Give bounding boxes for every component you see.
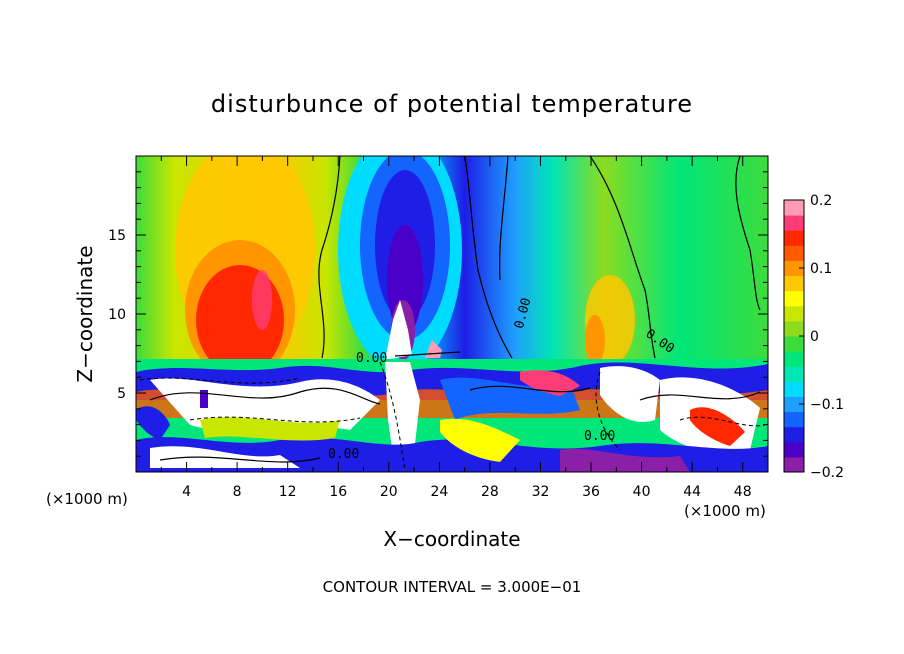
colorbar-swatch	[784, 381, 804, 397]
contour-label: 0.00	[328, 447, 359, 462]
colorbar-swatch	[784, 411, 804, 428]
x-tick-label: 16	[329, 484, 347, 500]
x-axis-label: X−coordinate	[383, 527, 520, 551]
contour-label: 0.00	[584, 429, 615, 444]
y-tick-label: 15	[108, 228, 126, 244]
colorbar-swatch	[784, 260, 804, 277]
colorbar: 0.2 0.1 0 −0.1 −0.2	[783, 193, 844, 481]
colorbar-swatch	[784, 336, 804, 352]
x-tick-label: 4	[182, 484, 191, 500]
x-tick-label: 48	[734, 484, 752, 500]
x-tick-label: 24	[430, 484, 448, 500]
colorbar-swatch	[784, 320, 804, 337]
colorbar-swatch	[784, 215, 804, 231]
y-tick-label: 5	[117, 386, 126, 402]
chart-title: disturbunce of potential temperature	[211, 90, 693, 118]
colorbar-swatch	[784, 456, 804, 473]
x-tick-label: 32	[532, 484, 550, 500]
colorbar-swatch	[784, 396, 804, 413]
colorbar-swatch	[784, 305, 804, 322]
colorbar-swatch	[784, 230, 804, 246]
heatmap-field	[136, 156, 768, 472]
x-tick-label: 20	[380, 484, 398, 500]
contour-interval-note: CONTOUR INTERVAL = 3.000E−01	[323, 578, 582, 596]
colorbar-swatch	[784, 290, 804, 307]
colorbar-swatch	[784, 366, 804, 382]
colorbar-swatch	[784, 351, 804, 367]
x-tick-label: 44	[683, 484, 701, 500]
colorbar-tick-label: −0.1	[810, 397, 844, 413]
x-unit-right: (×1000 m)	[684, 502, 766, 520]
colorbar-swatch	[784, 426, 804, 443]
x-tick-label: 8	[233, 484, 242, 500]
y-axis-label: Z−coordinate	[73, 245, 97, 382]
colorbar-swatch	[784, 441, 804, 458]
colorbar-tick-label: −0.2	[810, 465, 844, 481]
contour-label: 0.00	[356, 351, 387, 366]
x-tick-label: 40	[633, 484, 651, 500]
x-tick-label: 28	[481, 484, 499, 500]
y-tick-label: 10	[108, 307, 126, 323]
colorbar-swatch	[784, 200, 804, 216]
x-tick-label: 12	[279, 484, 297, 500]
colorbar-tick-label: 0	[810, 329, 819, 345]
x-unit-left: (×1000 m)	[46, 490, 128, 508]
colorbar-swatch	[784, 275, 804, 292]
colorbar-tick-label: 0.2	[810, 193, 832, 209]
colorbar-tick-label: 0.1	[810, 261, 832, 277]
colorbar-swatch	[784, 245, 804, 261]
x-tick-label: 36	[582, 484, 600, 500]
